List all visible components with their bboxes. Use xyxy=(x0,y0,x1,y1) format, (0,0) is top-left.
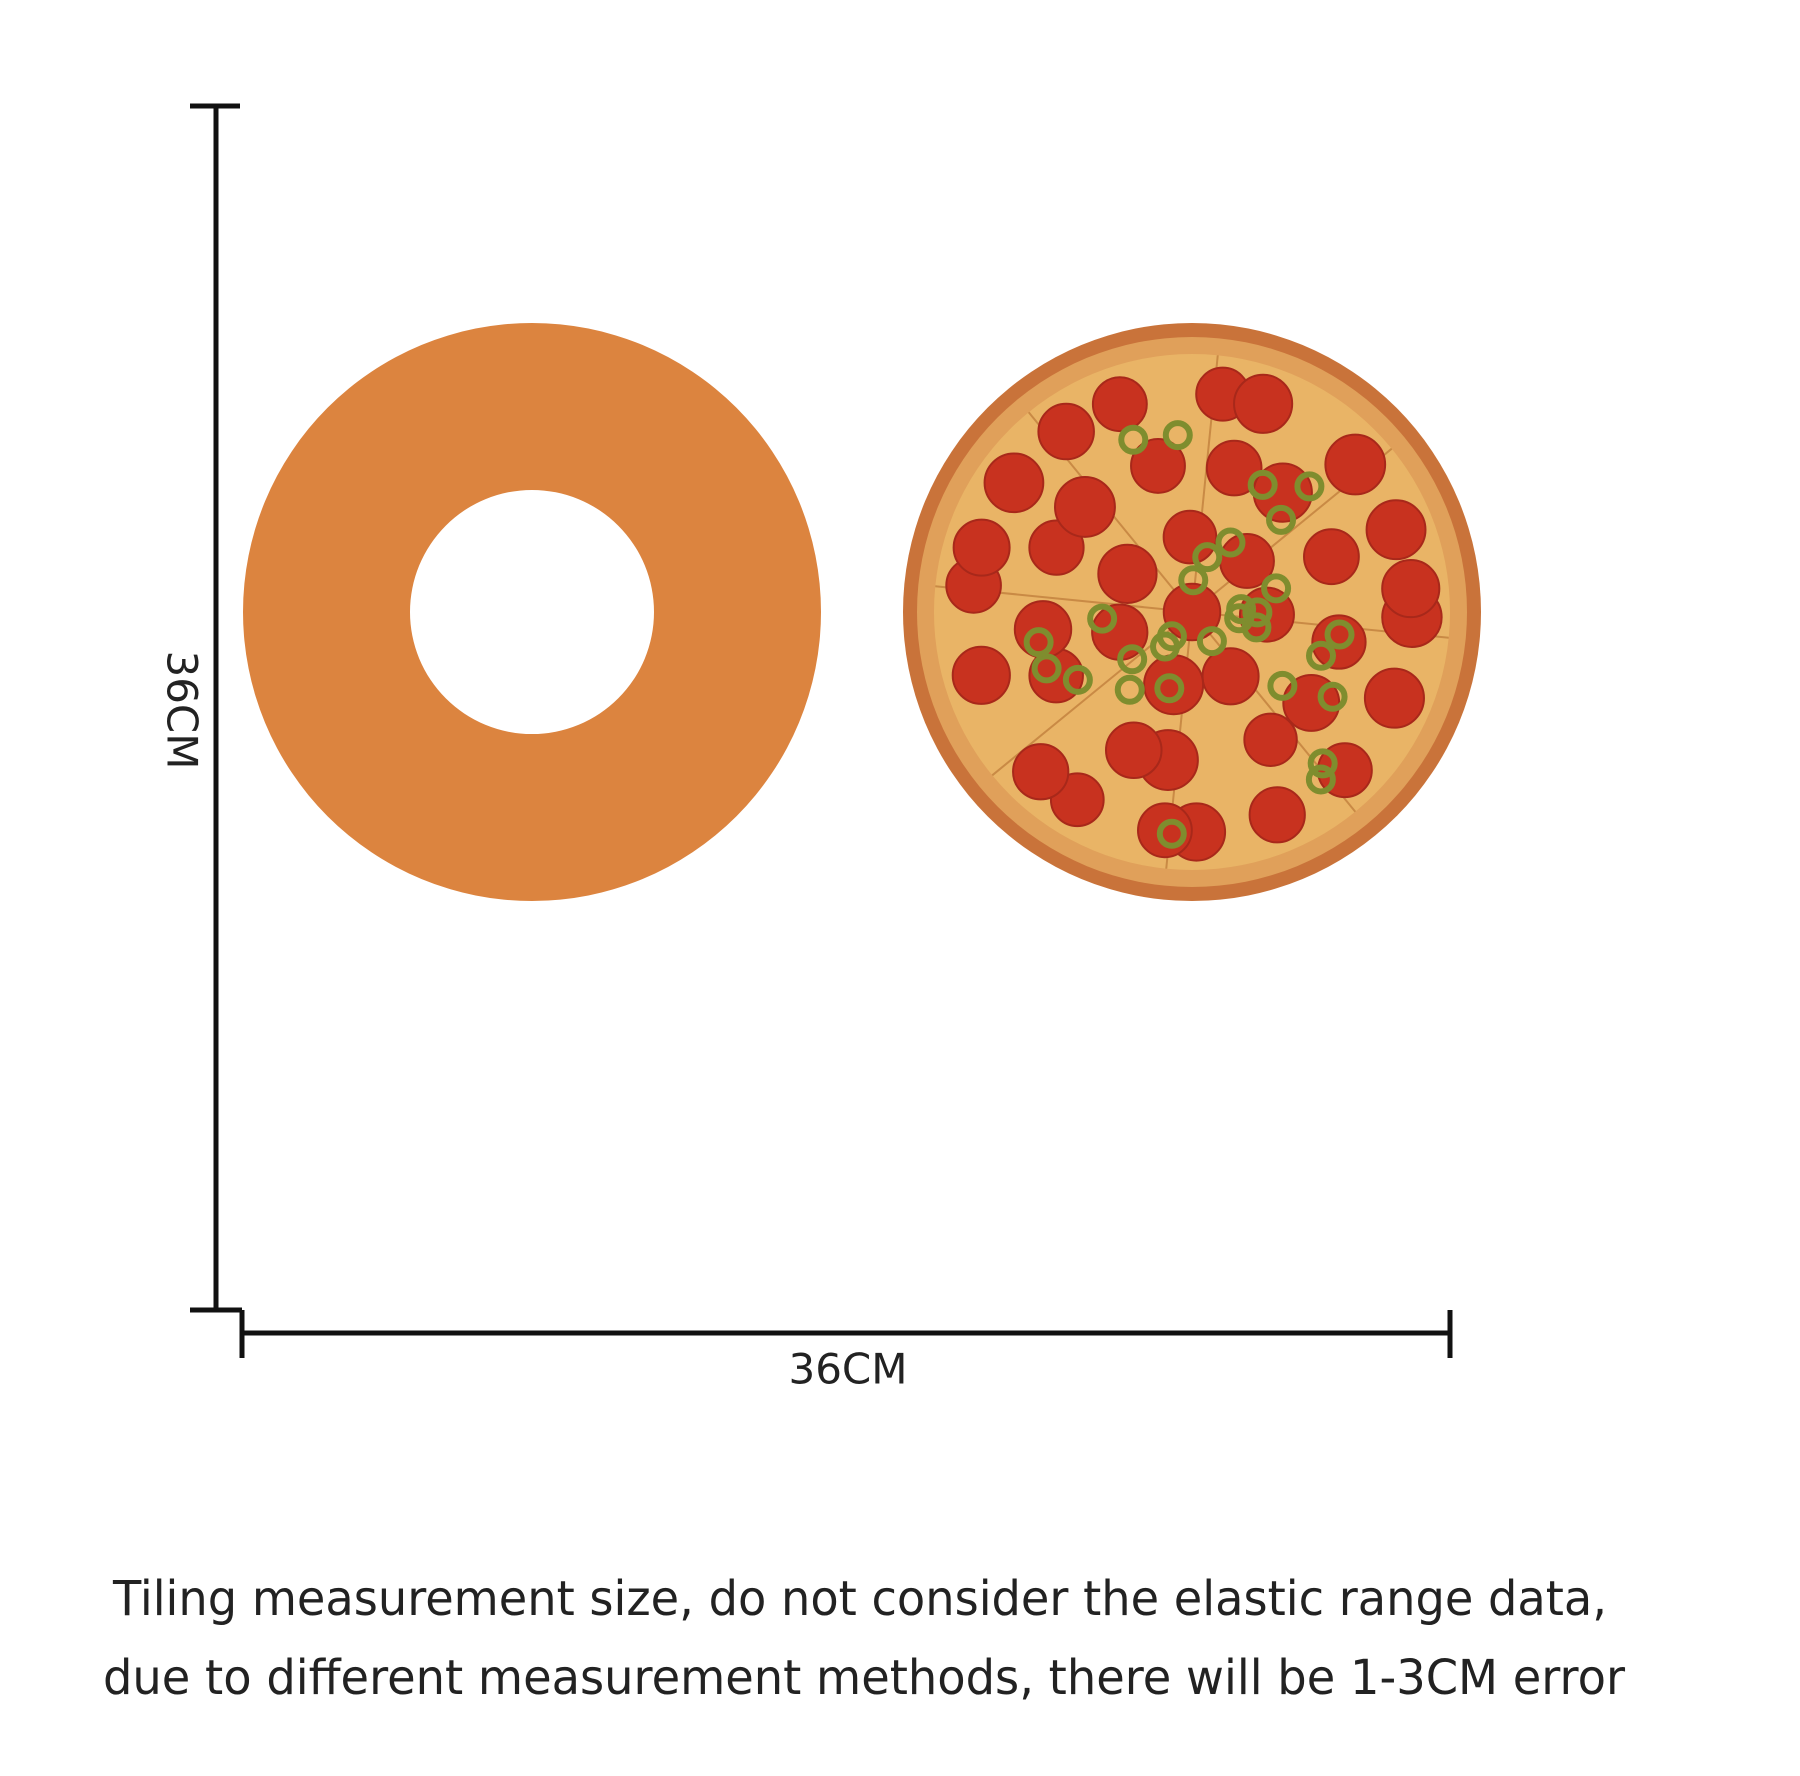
jalapeno xyxy=(1178,565,1209,596)
pepperoni xyxy=(1363,667,1425,729)
pepperoni xyxy=(1130,437,1186,494)
jalapeno xyxy=(1023,627,1054,658)
jalapeno xyxy=(1156,818,1187,849)
width-label: 36CM xyxy=(788,1345,907,1394)
jalapeno xyxy=(1192,542,1223,573)
jalapeno xyxy=(1224,603,1255,634)
pepperoni xyxy=(1097,543,1158,604)
jalapeno xyxy=(1196,626,1227,657)
jalapeno xyxy=(1294,471,1325,502)
jalapeno xyxy=(1154,673,1185,704)
jalapeno xyxy=(1247,469,1278,500)
jalapeno xyxy=(1317,681,1348,712)
height-label: 36CM xyxy=(158,650,207,769)
jalapeno xyxy=(1267,670,1298,701)
jalapeno xyxy=(1162,420,1193,451)
pepperoni xyxy=(1054,475,1116,538)
jalapeno xyxy=(1215,527,1246,558)
pepperoni xyxy=(1248,786,1306,844)
pepperoni xyxy=(1303,528,1360,586)
jalapeno xyxy=(1266,504,1297,535)
pepperoni xyxy=(1233,373,1294,434)
jalapeno xyxy=(1117,644,1148,675)
pepperoni xyxy=(1365,499,1427,561)
pepperoni xyxy=(1028,519,1085,576)
jalapeno xyxy=(1087,603,1118,634)
jalapeno xyxy=(1118,424,1149,455)
pepperoni xyxy=(1091,376,1148,433)
pepperoni xyxy=(1205,439,1263,497)
jalapeno xyxy=(1242,597,1273,628)
jalapeno xyxy=(1305,640,1336,671)
pepperoni xyxy=(1104,721,1163,780)
width-dimension xyxy=(239,1310,1453,1358)
pepperoni xyxy=(1324,433,1387,496)
pepperoni xyxy=(1162,509,1218,565)
note-line: Tiling measurement size, do not consider… xyxy=(112,1571,1607,1627)
jalapeno xyxy=(1114,674,1145,705)
jalapeno xyxy=(1305,764,1336,795)
pepperoni xyxy=(1143,654,1205,716)
pepperoni xyxy=(1012,743,1070,801)
jalapeno xyxy=(1031,653,1062,684)
pizza-cushion xyxy=(903,323,1481,901)
pepperoni xyxy=(1037,402,1095,461)
pepperoni xyxy=(1381,559,1441,619)
pepperoni xyxy=(1201,647,1260,706)
jalapeno xyxy=(1150,631,1181,662)
height-dimension xyxy=(190,103,242,1313)
jalapeno xyxy=(1307,748,1338,779)
donut-cushion xyxy=(243,323,821,901)
jalapeno xyxy=(1324,619,1355,650)
pepperoni xyxy=(983,452,1045,514)
note-line: due to different measurement methods, th… xyxy=(103,1650,1625,1706)
pepperoni xyxy=(951,645,1011,705)
jalapeno xyxy=(1261,573,1292,604)
jalapeno xyxy=(1062,664,1093,695)
pepperoni xyxy=(952,518,1011,577)
pepperoni xyxy=(1243,712,1298,767)
